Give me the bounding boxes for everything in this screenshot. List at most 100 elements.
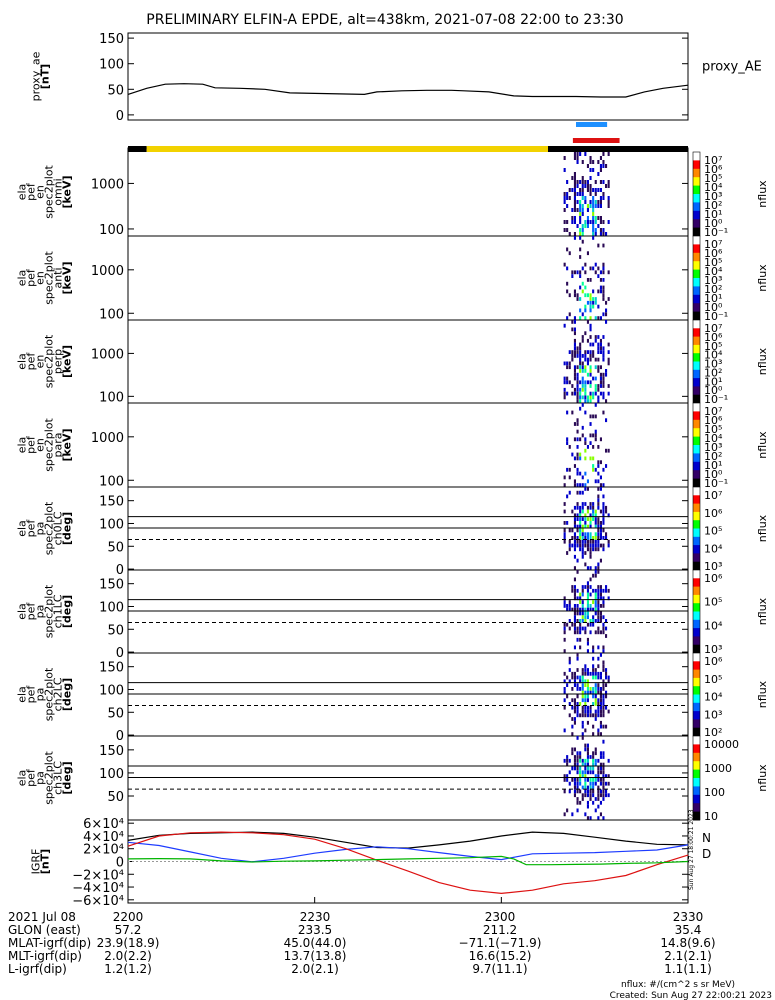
spectro-cell-en_para bbox=[581, 403, 584, 407]
y-axis-label-pa_ch1-5: [deg] bbox=[61, 595, 74, 628]
series-line-igrf-bx bbox=[127, 831, 689, 849]
colorbar-segment-pa_ch3 bbox=[693, 794, 700, 804]
y-axis-label-en_anti-1: pef bbox=[25, 268, 38, 287]
spectro-cell-en_para bbox=[579, 456, 582, 461]
ephem-value-4-3: 1.1(1.1) bbox=[664, 962, 712, 976]
spectro-cell-pa_ch1 bbox=[573, 622, 576, 627]
spectro-cell-en_omni bbox=[576, 224, 579, 228]
spectro-cell-pa_ch0 bbox=[579, 528, 582, 533]
spectro-cell-pa_ch3 bbox=[584, 774, 587, 778]
spectro-cell-pa_ch3 bbox=[586, 762, 589, 767]
spectro-cell-pa_ch2 bbox=[576, 687, 579, 691]
spectro-cell-en_perp bbox=[594, 335, 597, 339]
spectro-cell-pa_ch0 bbox=[602, 528, 605, 533]
spectro-cell-pa_ch0 bbox=[581, 524, 584, 529]
ephem-value-2-1: 45.0(44.0) bbox=[284, 936, 347, 950]
spectro-cell-en_omni bbox=[599, 232, 602, 236]
spectro-cell-pa_ch0 bbox=[592, 517, 595, 521]
y-axis-label-en_perp-4: perp bbox=[52, 349, 65, 374]
colorbar-segment-en_para bbox=[693, 470, 700, 480]
spectro-cell-pa_ch1 bbox=[584, 585, 587, 589]
spectro-cell-pa_ch0 bbox=[589, 554, 592, 559]
ephem-value-3-2: 16.6(15.2) bbox=[469, 949, 532, 963]
spectro-cell-pa_ch0 bbox=[589, 524, 592, 529]
spectro-cell-en_anti bbox=[576, 297, 579, 301]
spectro-cell-en_para bbox=[573, 483, 576, 487]
spectro-cell-pa_ch1 bbox=[579, 622, 582, 627]
spectro-cell-en_anti bbox=[594, 270, 597, 275]
spectro-cell-en_perp bbox=[589, 323, 592, 328]
colorbar-segment-en_anti bbox=[693, 236, 700, 245]
spectro-cell-en_perp bbox=[584, 331, 587, 336]
spectro-cell-en_perp bbox=[592, 391, 595, 396]
spectro-cell-pa_ch2 bbox=[599, 690, 602, 695]
spectro-cell-en_omni bbox=[573, 200, 576, 204]
spectro-cell-en_perp bbox=[589, 395, 592, 400]
y-tick-label-igrf-2: 2×10⁴ bbox=[83, 843, 124, 858]
spectro-cell-pa_ch2 bbox=[597, 728, 600, 733]
y-axis-label-pa_ch2-2: pa bbox=[34, 688, 47, 702]
spectro-cell-en_para bbox=[597, 479, 600, 484]
spectro-cell-pa_ch2 bbox=[592, 732, 595, 736]
colorbar-tick-pa_ch3-2: 100 bbox=[704, 786, 725, 799]
spectro-cell-en_para bbox=[597, 460, 600, 465]
spectro-cell-pa_ch2 bbox=[586, 679, 589, 684]
spectro-cell-en_perp bbox=[576, 372, 579, 377]
spectro-cell-pa_ch0 bbox=[581, 543, 584, 548]
spectro-cell-en_para bbox=[589, 456, 592, 461]
spectro-cell-pa_ch2 bbox=[581, 713, 584, 718]
spectro-cell-en_perp bbox=[571, 391, 574, 396]
spectro-cell-pa_ch3 bbox=[581, 762, 584, 767]
spectro-cell-pa_ch0 bbox=[586, 505, 589, 510]
spectro-cell-en_perp bbox=[599, 342, 602, 347]
spectro-cell-en_omni bbox=[579, 212, 582, 216]
spectro-cell-en_para bbox=[586, 445, 589, 449]
spectro-cell-en_para bbox=[594, 437, 597, 442]
spectro-cell-en_perp bbox=[579, 391, 582, 396]
colorbar-segment-pa_ch3 bbox=[693, 769, 700, 779]
colorbar-tick-en_para-4: 10³ bbox=[704, 441, 722, 454]
spectro-cell-pa_ch1 bbox=[597, 600, 600, 604]
colorbar-tick-en_anti-6: 10¹ bbox=[704, 292, 722, 305]
spectro-cell-en_perp bbox=[576, 387, 579, 392]
spectro-cell-en_omni bbox=[573, 216, 576, 220]
spectro-cell-pa_ch2 bbox=[592, 690, 595, 695]
spectro-cell-en_omni bbox=[605, 232, 608, 236]
spectro-cell-pa_ch3 bbox=[594, 747, 597, 752]
spectro-cell-pa_ch0 bbox=[573, 505, 576, 510]
spectro-cell-en_omni bbox=[589, 188, 592, 192]
spectro-cell-en_para bbox=[592, 414, 595, 419]
spectro-cell-pa_ch3 bbox=[573, 793, 576, 798]
y-tick-label-igrf-0: 6×10⁴ bbox=[83, 817, 124, 832]
spectro-cell-en_perp bbox=[579, 342, 582, 347]
spectro-cell-pa_ch2 bbox=[602, 664, 605, 669]
spectro-cell-en_omni bbox=[592, 224, 595, 228]
spectro-cell-en_anti bbox=[563, 262, 566, 267]
spectro-cell-en_para bbox=[589, 433, 592, 438]
spectro-cell-en_para bbox=[576, 467, 579, 472]
ephem-value-1-3: 35.4 bbox=[675, 923, 702, 937]
spectro-cell-en_perp bbox=[599, 338, 602, 343]
spectro-cell-pa_ch2 bbox=[605, 675, 608, 680]
spectro-cell-pa_ch2 bbox=[589, 687, 592, 691]
spectro-cell-en_anti bbox=[599, 278, 602, 282]
spectro-cell-pa_ch1 bbox=[571, 622, 574, 627]
spectro-cell-en_omni bbox=[584, 152, 587, 156]
plot-title: PRELIMINARY ELFIN-A EPDE, alt=438km, 202… bbox=[146, 12, 623, 28]
spectro-cell-pa_ch3 bbox=[602, 774, 605, 778]
spectro-cell-pa_ch2 bbox=[586, 668, 589, 672]
colorbar-segment-en_anti bbox=[693, 294, 700, 304]
colorbar-segment-pa_ch1 bbox=[693, 628, 700, 637]
spectro-cell-en_omni bbox=[563, 192, 566, 196]
spectro-cell-pa_ch3 bbox=[589, 789, 592, 794]
colorbar-tick-pa_ch1-0: 10⁶ bbox=[704, 572, 723, 585]
spectro-cell-pa_ch0 bbox=[597, 494, 600, 499]
spectro-cell-pa_ch1 bbox=[589, 577, 592, 582]
spectro-cell-pa_ch3 bbox=[605, 789, 608, 794]
spectro-cell-pa_ch0 bbox=[594, 524, 597, 529]
spectro-cell-en_anti bbox=[573, 293, 576, 298]
spectro-cell-en_para bbox=[592, 464, 595, 468]
spectro-cell-en_perp bbox=[584, 384, 587, 388]
spectro-cell-pa_ch3 bbox=[568, 758, 571, 763]
spectro-cell-pa_ch1 bbox=[568, 600, 571, 604]
